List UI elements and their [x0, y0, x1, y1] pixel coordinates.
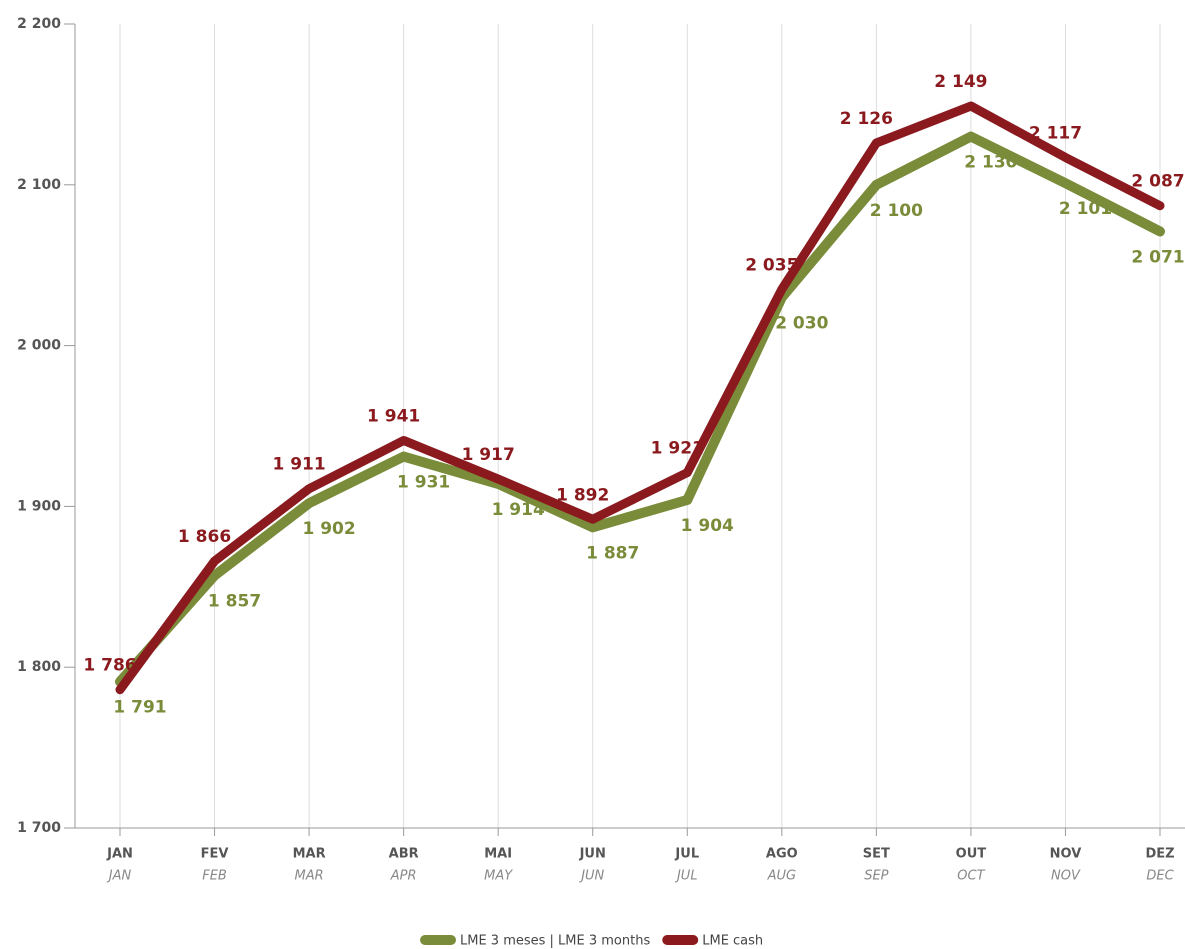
- x-tick-label: NOV: [1050, 847, 1082, 862]
- y-tick-label: 2 100: [17, 177, 61, 193]
- y-tick-label: 1 700: [17, 820, 61, 836]
- legend-swatch: [662, 935, 699, 945]
- x-tick-label-en: MAY: [484, 869, 513, 884]
- data-label: 1 857: [208, 592, 261, 612]
- data-label: 1 917: [462, 445, 515, 465]
- x-tick-label-en: NOV: [1051, 869, 1081, 884]
- x-tick-label: SET: [863, 847, 890, 862]
- data-label: 1 904: [681, 516, 734, 536]
- x-tick-label: JUL: [674, 847, 699, 862]
- x-tick-label: MAI: [484, 847, 512, 862]
- x-tick-label: OUT: [956, 847, 987, 862]
- data-label: 2 087: [1131, 172, 1184, 192]
- data-label: 2 030: [775, 313, 828, 333]
- data-label: 1 941: [367, 406, 420, 426]
- x-tick-label-en: APR: [390, 869, 417, 884]
- data-label: 1 866: [178, 527, 231, 547]
- data-label: 1 914: [492, 500, 545, 520]
- data-label: 2 071: [1131, 247, 1184, 267]
- x-tick-label: JAN: [106, 847, 133, 862]
- x-tick-label-en: JAN: [106, 869, 132, 884]
- x-tick-label: JUN: [579, 847, 606, 862]
- legend-label: LME cash: [702, 934, 763, 949]
- data-label: 1 892: [556, 485, 609, 505]
- series-line: [115, 131, 1165, 687]
- data-label: 2 149: [934, 72, 987, 92]
- data-label: 1 887: [586, 543, 639, 563]
- x-tick-label-en: DEC: [1146, 869, 1174, 884]
- data-label: 1 902: [302, 519, 355, 539]
- x-tick-label: ABR: [389, 847, 419, 862]
- series-line: [115, 101, 1165, 695]
- x-tick-label: AGO: [766, 847, 798, 862]
- data-label: 2 101: [1059, 199, 1112, 219]
- data-label: 1 931: [397, 473, 450, 493]
- x-tick-label-en: MAR: [295, 869, 324, 884]
- x-tick-label-en: FEB: [202, 869, 227, 884]
- x-tick-label-en: JUL: [674, 869, 698, 884]
- data-label: 1 911: [272, 455, 325, 475]
- x-tick-label-en: AUG: [767, 869, 796, 884]
- data-label: 2 035: [745, 255, 798, 275]
- data-label: 1 921: [651, 439, 704, 459]
- data-label: 2 100: [870, 201, 923, 221]
- data-label: 2 130: [964, 153, 1017, 173]
- data-label: 1 786: [83, 656, 136, 676]
- x-tick-label-en: SEP: [864, 869, 888, 884]
- x-tick-label-en: OCT: [957, 869, 985, 884]
- y-tick-label: 1 800: [17, 659, 61, 675]
- x-tick-label: FEV: [201, 847, 229, 862]
- y-tick-label: 2 000: [17, 338, 61, 354]
- legend-swatch: [420, 935, 456, 945]
- y-tick-label: 2 200: [17, 16, 61, 32]
- data-label: 2 117: [1029, 123, 1082, 143]
- x-tick-label-en: JUN: [578, 869, 604, 884]
- x-tick-label: DEZ: [1145, 847, 1174, 862]
- data-label: 1 791: [113, 698, 166, 718]
- data-label: 2 126: [840, 109, 893, 129]
- y-tick-label: 1 900: [17, 498, 61, 514]
- legend-label: LME 3 meses | LME 3 months: [460, 934, 650, 949]
- x-tick-label: MAR: [293, 847, 326, 862]
